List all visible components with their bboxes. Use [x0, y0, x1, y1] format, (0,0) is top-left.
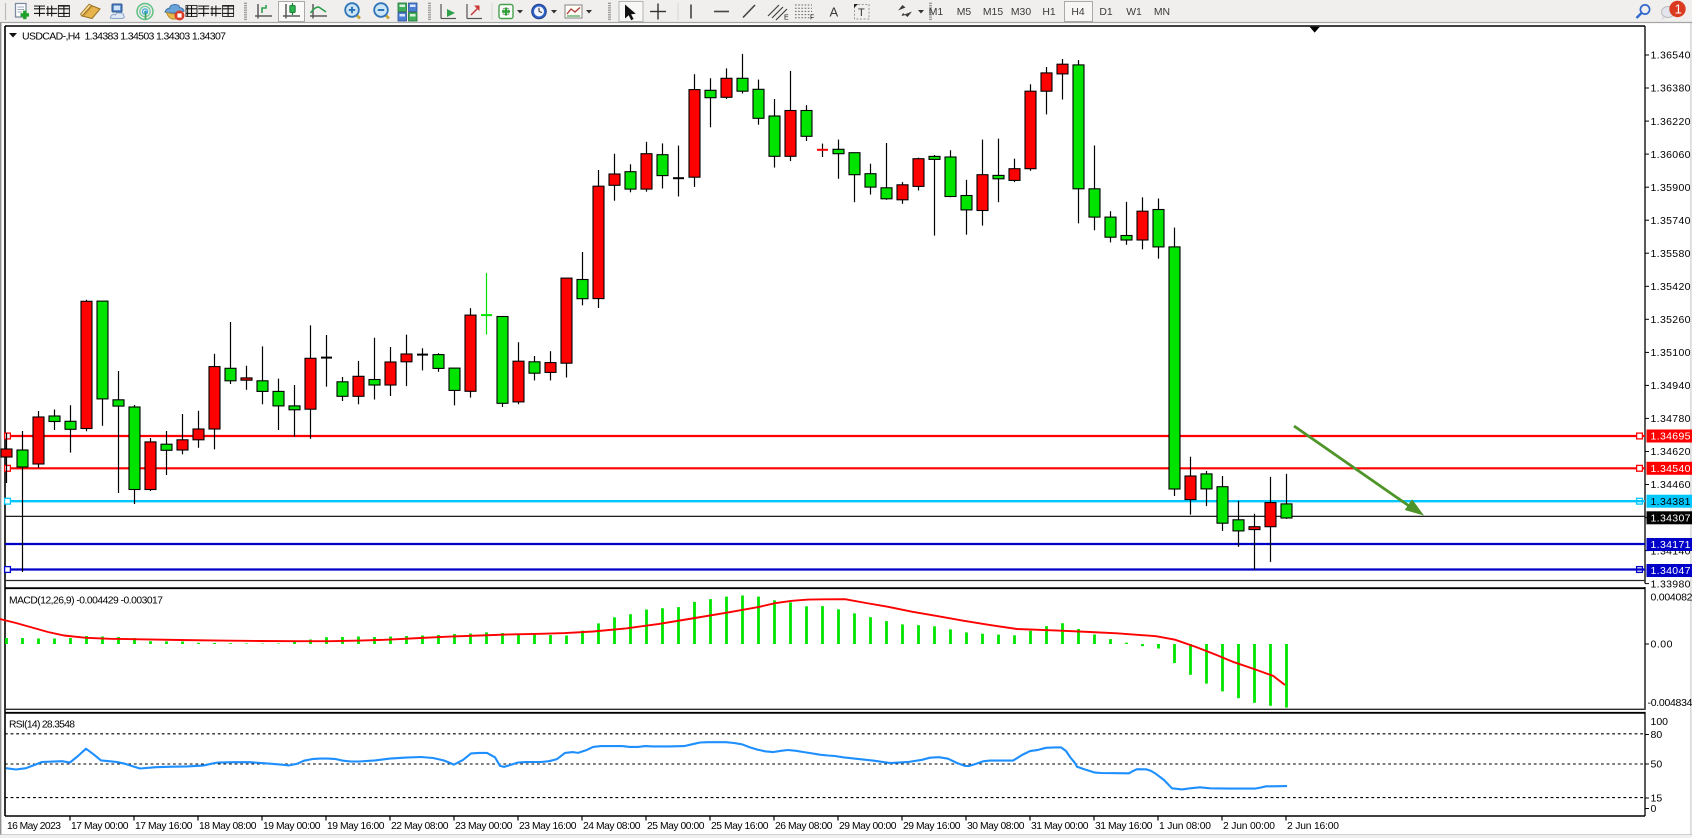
- svg-text:1.34780: 1.34780: [1651, 413, 1691, 425]
- svg-text:1.35740: 1.35740: [1651, 215, 1691, 227]
- svg-text:RSI(14) 28.3548: RSI(14) 28.3548: [9, 719, 75, 730]
- svg-text:USDCAD-,H4 1.34383 1.34503 1.: USDCAD-,H4 1.34383 1.34503 1.34303 1.343…: [22, 31, 226, 43]
- svg-text:50: 50: [1651, 759, 1663, 771]
- svg-text:0: 0: [1651, 803, 1657, 815]
- svg-text:23 May 16:00: 23 May 16:00: [519, 821, 577, 832]
- svg-text:15: 15: [1651, 793, 1663, 805]
- svg-text:1.34460: 1.34460: [1651, 479, 1691, 491]
- svg-text:W1: W1: [1126, 7, 1142, 18]
- svg-text:E: E: [784, 15, 789, 22]
- svg-text:1.34940: 1.34940: [1651, 380, 1691, 392]
- svg-text:31 May 00:00: 31 May 00:00: [1031, 821, 1089, 832]
- svg-text:1 Jun 08:00: 1 Jun 08:00: [1159, 821, 1211, 832]
- svg-text:D1: D1: [1099, 7, 1113, 18]
- svg-text:H4: H4: [1071, 7, 1085, 18]
- svg-text:1.34695: 1.34695: [1651, 431, 1691, 443]
- svg-text:MN: MN: [1154, 7, 1170, 18]
- svg-text:1.34171: 1.34171: [1651, 539, 1691, 551]
- svg-text:1.34620: 1.34620: [1651, 446, 1691, 458]
- svg-text:18 May 08:00: 18 May 08:00: [199, 821, 257, 832]
- svg-text:1.35260: 1.35260: [1651, 314, 1691, 326]
- svg-text:1.35900: 1.35900: [1651, 182, 1691, 194]
- svg-text:25 May 00:00: 25 May 00:00: [647, 821, 705, 832]
- svg-text:1.34047: 1.34047: [1651, 565, 1691, 577]
- svg-text:M15: M15: [983, 7, 1003, 18]
- svg-text:1.34381: 1.34381: [1651, 496, 1691, 508]
- svg-text:T: T: [858, 7, 865, 19]
- svg-text:19 May 16:00: 19 May 16:00: [327, 821, 385, 832]
- svg-text:31 May 16:00: 31 May 16:00: [1095, 821, 1153, 832]
- svg-text:H1: H1: [1042, 7, 1056, 18]
- svg-text:29 May 00:00: 29 May 00:00: [839, 821, 897, 832]
- svg-text:25 May 16:00: 25 May 16:00: [711, 821, 769, 832]
- svg-text:1.35420: 1.35420: [1651, 281, 1691, 293]
- svg-text:0.00: 0.00: [1651, 639, 1673, 651]
- svg-text:1.34307: 1.34307: [1651, 513, 1691, 525]
- svg-text:0.004082: 0.004082: [1651, 592, 1692, 604]
- svg-text:17 May 00:00: 17 May 00:00: [71, 821, 129, 832]
- svg-text:1.36380: 1.36380: [1651, 83, 1691, 95]
- svg-text:24 May 08:00: 24 May 08:00: [583, 821, 641, 832]
- svg-text:80: 80: [1651, 729, 1663, 741]
- svg-text:16 May 2023: 16 May 2023: [7, 821, 61, 832]
- svg-text:30 May 08:00: 30 May 08:00: [967, 821, 1025, 832]
- svg-text:29 May 16:00: 29 May 16:00: [903, 821, 961, 832]
- svg-text:100: 100: [1651, 716, 1669, 728]
- svg-text:17 May 16:00: 17 May 16:00: [135, 821, 193, 832]
- svg-text:2 Jun 00:00: 2 Jun 00:00: [1223, 821, 1275, 832]
- svg-text:19 May 00:00: 19 May 00:00: [263, 821, 321, 832]
- svg-text:1.36060: 1.36060: [1651, 149, 1691, 161]
- svg-text:1.33980: 1.33980: [1651, 578, 1691, 590]
- svg-text:1.35100: 1.35100: [1651, 347, 1691, 359]
- svg-text:F: F: [810, 15, 814, 22]
- svg-text:1: 1: [1675, 2, 1682, 17]
- svg-text:1.34540: 1.34540: [1651, 463, 1691, 475]
- svg-text:2 Jun 16:00: 2 Jun 16:00: [1287, 821, 1339, 832]
- svg-text:M30: M30: [1011, 7, 1031, 18]
- svg-text:M5: M5: [957, 7, 972, 18]
- svg-text:1.36540: 1.36540: [1651, 50, 1691, 62]
- svg-text:22 May 08:00: 22 May 08:00: [391, 821, 449, 832]
- svg-text:A: A: [830, 5, 839, 20]
- svg-text:MACD(12,26,9) -0.004429 -0.003: MACD(12,26,9) -0.004429 -0.003017: [9, 595, 163, 606]
- svg-text:M1: M1: [929, 7, 944, 18]
- svg-text:26 May 08:00: 26 May 08:00: [775, 821, 833, 832]
- svg-text:1.36220: 1.36220: [1651, 116, 1691, 128]
- svg-text:23 May 00:00: 23 May 00:00: [455, 821, 513, 832]
- svg-text:-0.004834: -0.004834: [1648, 697, 1692, 709]
- svg-text:1.35580: 1.35580: [1651, 248, 1691, 260]
